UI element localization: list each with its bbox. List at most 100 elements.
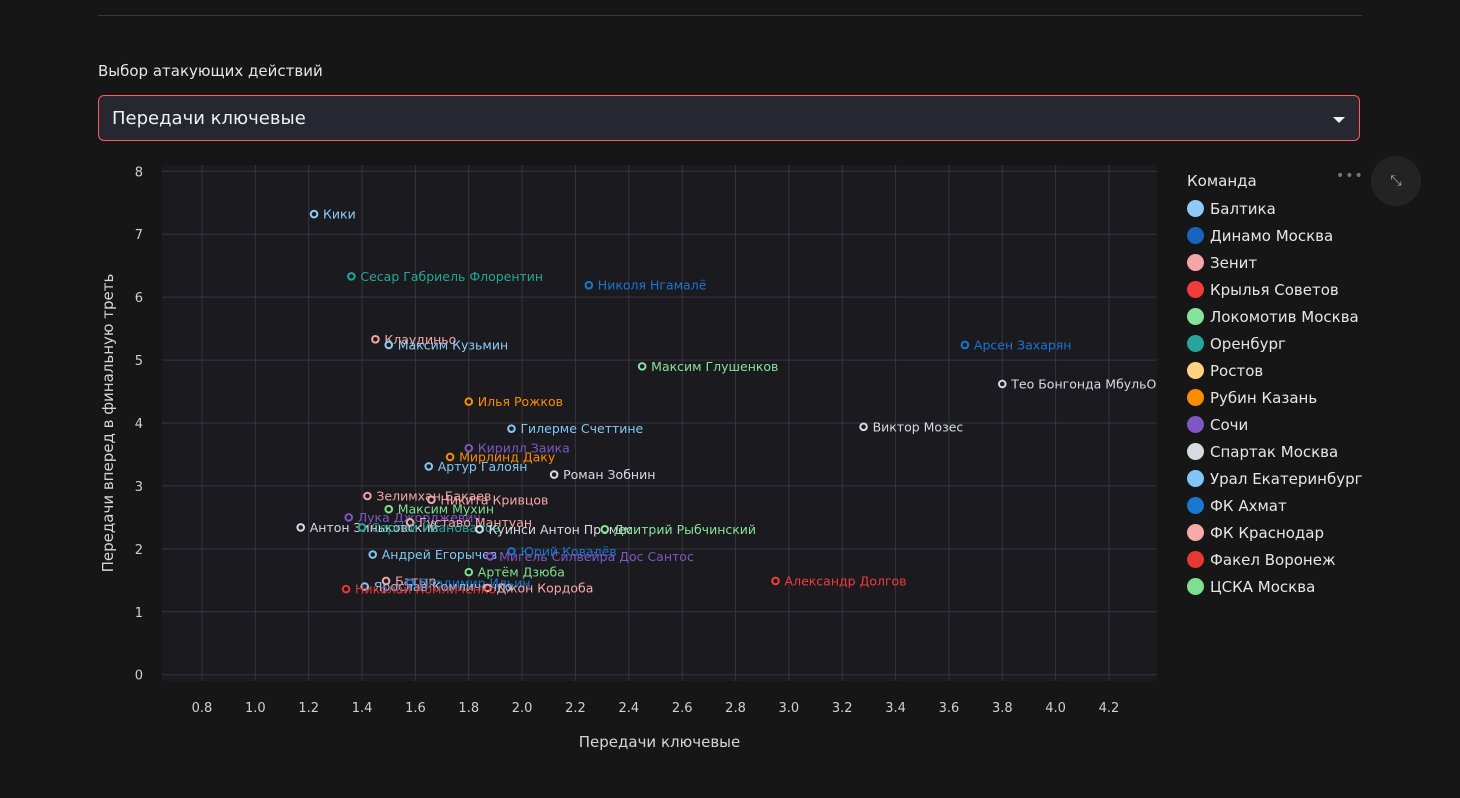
legend-dot-icon — [1187, 416, 1204, 433]
point-label: Клаудиньо — [384, 332, 456, 347]
data-point — [381, 576, 391, 586]
point-label: Артур Галоян — [438, 459, 528, 474]
data-point — [475, 525, 484, 534]
x-tick-label: 1.4 — [352, 701, 373, 716]
point-label: Максим Кузьмин — [398, 337, 508, 352]
point-label: Максим Глушенков — [651, 359, 778, 374]
x-tick-label: 2.2 — [565, 701, 586, 716]
legend-item[interactable]: Зенит — [1187, 249, 1363, 276]
x-tick-label: 1.6 — [405, 701, 426, 716]
data-point — [483, 583, 492, 593]
legend-item[interactable]: Факел Воронеж — [1187, 546, 1363, 573]
y-tick-label: 3 — [135, 480, 143, 495]
point-label: Артём Дзюба — [478, 565, 565, 580]
x-tick-label: 2.6 — [672, 701, 693, 716]
data-point — [464, 567, 474, 577]
legend-item[interactable]: Оренбург — [1187, 330, 1363, 357]
legend-item[interactable]: Крылья Советов — [1187, 276, 1363, 303]
point-label: Гилерме Счеттине — [520, 421, 643, 436]
point-label: Джон Кордоба — [496, 580, 593, 595]
data-point — [405, 578, 415, 588]
point-label: Ярослав Комличенко — [374, 579, 513, 594]
legend-item[interactable]: Спартак Москва — [1187, 438, 1363, 465]
data-point — [357, 523, 367, 532]
data-point — [960, 340, 970, 350]
legend-dot-icon — [1187, 389, 1204, 406]
x-tick-label: 1.0 — [245, 701, 266, 716]
x-tick-label: 2.4 — [618, 701, 639, 716]
legend-label: Рубин Казань — [1210, 388, 1318, 407]
point-label: Владимир Ильин — [419, 575, 530, 590]
y-tick-label: 1 — [135, 606, 143, 621]
data-point — [485, 552, 495, 561]
data-point — [341, 584, 351, 594]
x-tick-label: 2.0 — [512, 701, 533, 716]
x-tick-label: 3.8 — [992, 701, 1013, 716]
x-tick-label: 4.0 — [1045, 701, 1066, 716]
legend-item[interactable]: Сочи — [1187, 411, 1363, 438]
point-label: Батыр — [395, 573, 436, 588]
legend-label: ФК Краснодар — [1210, 523, 1325, 542]
point-label: Кирилл Заика — [478, 441, 570, 456]
legend-label: Урал Екатеринбург — [1210, 469, 1363, 488]
legend-dot-icon — [1187, 362, 1204, 379]
legend-item[interactable]: Локомотив Москва — [1187, 303, 1363, 330]
x-tick-label: 1.2 — [298, 701, 319, 716]
data-point — [600, 525, 610, 534]
more-options-icon[interactable]: ••• — [1336, 168, 1364, 184]
data-point — [424, 462, 434, 471]
legend-label: Зенит — [1210, 253, 1258, 272]
expand-icon[interactable]: ⤡ — [1371, 156, 1421, 206]
legend-label: Балтика — [1210, 199, 1276, 218]
point-label: Арсен Захарян — [974, 337, 1072, 352]
data-point — [296, 523, 306, 532]
point-label: Тео Бонгонда МбульО — [1010, 376, 1156, 391]
point-label: Мирлинд Даку — [459, 449, 556, 464]
data-point — [371, 335, 380, 344]
data-point — [997, 379, 1007, 389]
point-label: Дмитрий Рыбчинский — [614, 522, 756, 537]
legend-item[interactable]: Урал Екатеринбург — [1187, 465, 1363, 492]
y-axis-label: Передачи вперед в финальную треть — [99, 274, 117, 573]
legend-item[interactable]: Рубин Казань — [1187, 384, 1363, 411]
legend-dot-icon — [1187, 281, 1204, 298]
data-point — [771, 576, 780, 586]
legend-item[interactable]: Динамо Москва — [1187, 222, 1363, 249]
legend-item[interactable]: ФК Краснодар — [1187, 519, 1363, 546]
legend-dot-icon — [1187, 254, 1204, 271]
legend-label: Крылья Советов — [1210, 280, 1339, 299]
x-tick-label: 1.8 — [458, 701, 479, 716]
point-label: Виктор Мозес — [873, 419, 964, 434]
legend-item[interactable]: Ростов — [1187, 357, 1363, 384]
point-label: Мигель Силвейра Дос Сантос — [499, 549, 694, 564]
x-tick-label: 0.8 — [192, 701, 213, 716]
legend-dot-icon — [1187, 443, 1204, 460]
data-point — [363, 491, 372, 501]
data-point — [445, 452, 455, 462]
chevron-down-icon[interactable] — [1333, 117, 1345, 123]
legend-item[interactable]: Балтика — [1187, 195, 1363, 222]
point-label: Зелимхан Бакаев — [376, 488, 491, 503]
action-select[interactable]: Передачи ключевые — [98, 95, 1360, 141]
data-point — [309, 209, 319, 219]
x-tick-label: 3.6 — [939, 701, 960, 716]
legend-item[interactable]: ФК Ахмат — [1187, 492, 1363, 519]
legend-dot-icon — [1187, 578, 1204, 595]
data-point — [584, 280, 594, 290]
data-point — [507, 547, 516, 556]
top-divider — [98, 15, 1362, 16]
legend-label: Ростов — [1210, 361, 1264, 380]
data-point — [464, 397, 474, 406]
legend-dot-icon — [1187, 335, 1204, 352]
point-label: Куинси Антон Промес — [488, 522, 632, 537]
point-label: Никита Кривцов — [440, 492, 548, 507]
point-label: Роман Зобнин — [563, 467, 655, 482]
legend-item[interactable]: ЦСКА Москва — [1187, 573, 1363, 600]
legend-title: Команда — [1187, 172, 1257, 190]
legend: Команда Балтика Динамо Москва Зенит Крылья … — [1187, 172, 1363, 600]
y-tick-label: 5 — [135, 354, 143, 369]
point-label: Николай Комличенко — [355, 582, 496, 597]
legend-label: Локомотив Москва — [1210, 307, 1359, 326]
point-label: Кики — [323, 207, 356, 222]
